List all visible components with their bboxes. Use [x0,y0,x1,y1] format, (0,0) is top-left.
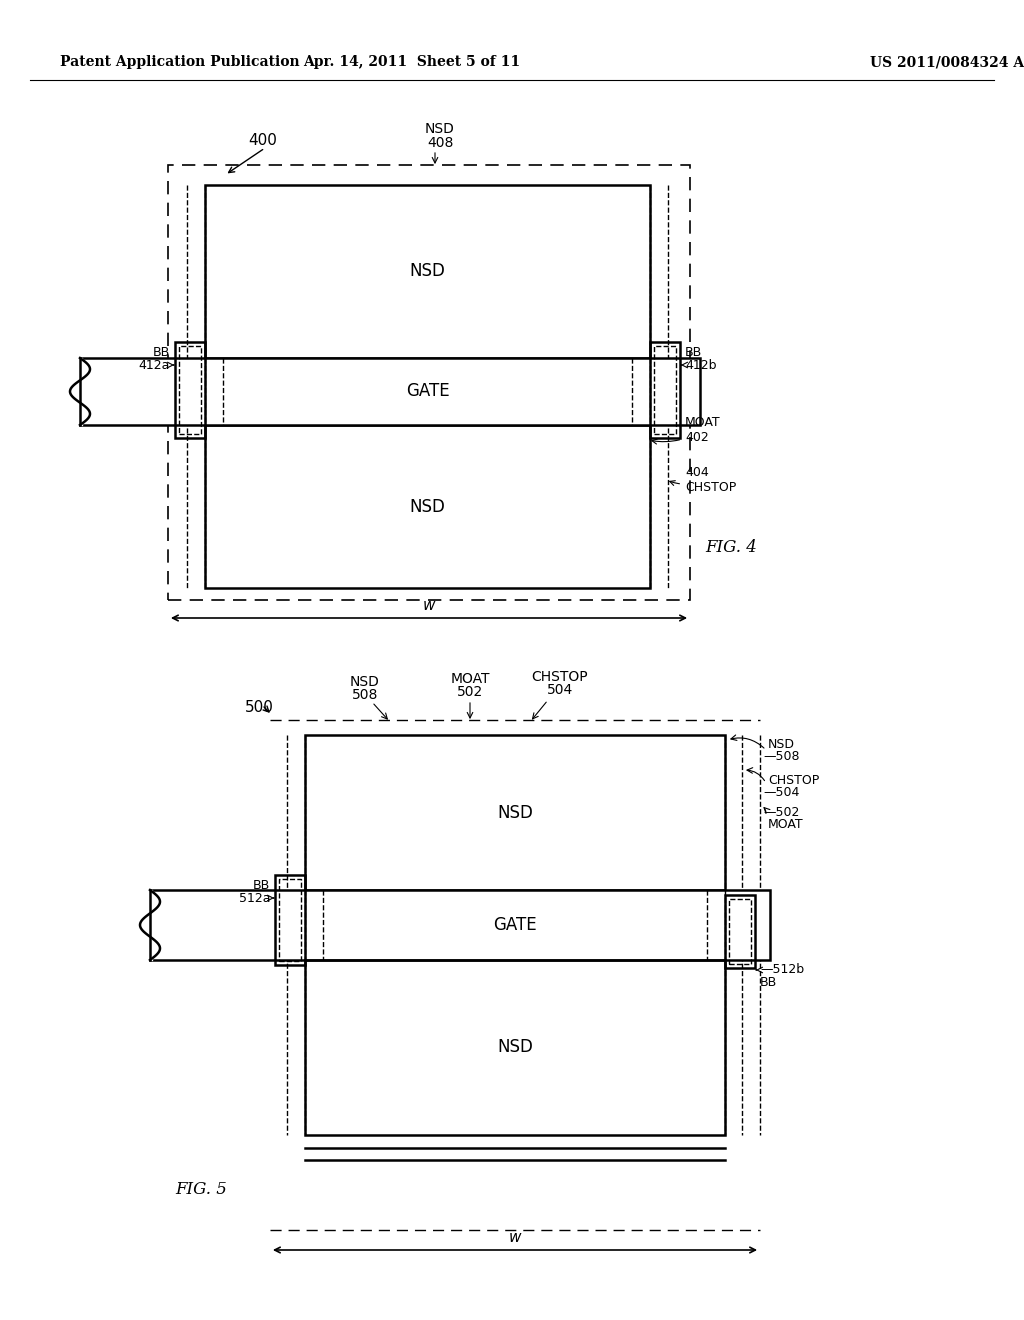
Text: w: w [509,1230,521,1245]
Text: NSD: NSD [768,738,795,751]
Text: BB: BB [153,346,170,359]
Text: FIG. 5: FIG. 5 [175,1181,227,1199]
Bar [650,342,680,438]
Text: 412a: 412a [138,359,170,372]
Text: NSD: NSD [425,121,455,136]
Text: CHSTOP: CHSTOP [768,774,819,787]
Text: —512b: —512b [760,964,804,975]
Bar [729,899,751,964]
Bar [279,879,301,961]
Bar [275,875,305,965]
Text: 508: 508 [352,688,378,702]
Bar [305,960,725,1135]
Text: 400: 400 [248,133,276,148]
Text: 404
CHSTOP: 404 CHSTOP [670,466,736,494]
Text: —502: —502 [763,807,800,820]
Text: —504: —504 [763,785,800,799]
Text: 500: 500 [245,700,273,715]
Text: 412b: 412b [685,359,717,372]
Bar [205,185,650,358]
Text: GATE: GATE [494,916,537,935]
Text: 408: 408 [427,136,454,150]
Text: BB: BB [253,879,270,892]
Bar [725,895,755,968]
Text: MOAT: MOAT [768,818,804,832]
Text: 512a: 512a [239,892,270,906]
Text: NSD: NSD [410,263,445,281]
Text: Apr. 14, 2011  Sheet 5 of 11: Apr. 14, 2011 Sheet 5 of 11 [303,55,520,69]
Text: NSD: NSD [410,498,445,516]
Text: Patent Application Publication: Patent Application Publication [60,55,300,69]
Bar [179,346,201,434]
Text: 504: 504 [547,682,573,697]
Bar [80,358,700,425]
Text: US 2011/0084324 A1: US 2011/0084324 A1 [870,55,1024,69]
Text: MOAT: MOAT [451,672,489,686]
Text: BB: BB [685,346,702,359]
Text: FIG. 4: FIG. 4 [705,540,757,557]
Bar [654,346,676,434]
Bar [175,342,205,438]
Text: CHSTOP: CHSTOP [531,671,589,684]
Text: 502: 502 [457,685,483,700]
Text: NSD: NSD [497,804,532,821]
Text: NSD: NSD [350,675,380,689]
Text: w: w [423,598,435,612]
Text: MOAT
402: MOAT 402 [652,416,721,444]
Bar [205,425,650,587]
Text: —508: —508 [763,751,800,763]
Bar [150,890,770,960]
Text: GATE: GATE [406,383,450,400]
Text: BB: BB [760,975,777,989]
Bar [305,735,725,890]
Text: NSD: NSD [497,1039,532,1056]
Bar [168,165,690,601]
